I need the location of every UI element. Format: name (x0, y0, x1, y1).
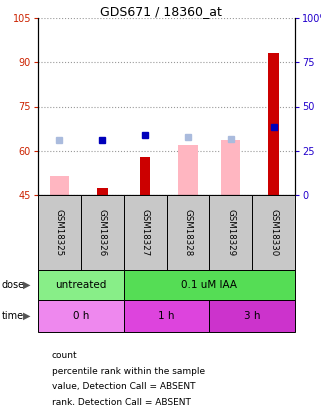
Bar (124, 300, 209, 332)
Text: GDS671 / 18360_at: GDS671 / 18360_at (100, 5, 221, 18)
Text: 1 h: 1 h (158, 311, 175, 321)
Text: 0 h: 0 h (73, 311, 89, 321)
Text: GSM18327: GSM18327 (141, 209, 150, 256)
Text: untreated: untreated (55, 280, 107, 290)
Text: ▶: ▶ (23, 311, 30, 321)
Bar (268, 53, 279, 195)
Bar (167, 195, 209, 270)
Text: GSM18325: GSM18325 (55, 209, 64, 256)
Text: GSM18329: GSM18329 (226, 209, 235, 256)
Bar (81, 195, 124, 270)
Bar (97, 188, 108, 195)
Text: GSM18326: GSM18326 (98, 209, 107, 256)
Text: GSM18330: GSM18330 (269, 209, 278, 256)
Bar (38, 300, 124, 332)
Bar (209, 300, 295, 332)
Bar (124, 195, 167, 270)
Text: rank, Detection Call = ABSENT: rank, Detection Call = ABSENT (52, 399, 191, 405)
Text: GSM18328: GSM18328 (183, 209, 192, 256)
Bar (38, 195, 81, 270)
Text: percentile rank within the sample: percentile rank within the sample (52, 367, 205, 375)
Bar (50, 176, 69, 195)
Text: ▶: ▶ (23, 280, 30, 290)
Text: dose: dose (2, 280, 25, 290)
Text: 3 h: 3 h (244, 311, 260, 321)
Bar (124, 270, 295, 300)
Text: count: count (52, 350, 78, 360)
Bar (209, 195, 252, 270)
Bar (178, 145, 197, 195)
Text: value, Detection Call = ABSENT: value, Detection Call = ABSENT (52, 382, 195, 392)
Bar (221, 141, 240, 195)
Bar (140, 157, 150, 195)
Text: 0.1 uM IAA: 0.1 uM IAA (181, 280, 237, 290)
Bar (38, 270, 124, 300)
Bar (252, 195, 295, 270)
Text: time: time (2, 311, 24, 321)
